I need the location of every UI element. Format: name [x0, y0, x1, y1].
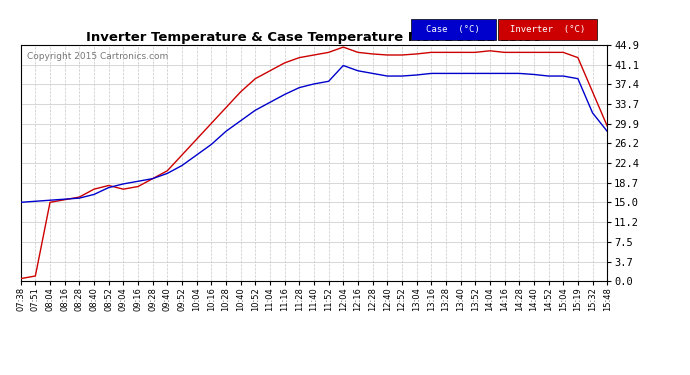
Title: Inverter Temperature & Case Temperature Mon Dec 21 15:50: Inverter Temperature & Case Temperature … — [86, 31, 542, 44]
FancyBboxPatch shape — [497, 19, 598, 40]
Text: Inverter  (°C): Inverter (°C) — [510, 25, 585, 34]
Text: Copyright 2015 Cartronics.com: Copyright 2015 Cartronics.com — [26, 52, 168, 61]
Text: Case  (°C): Case (°C) — [426, 25, 480, 34]
FancyBboxPatch shape — [411, 19, 495, 40]
